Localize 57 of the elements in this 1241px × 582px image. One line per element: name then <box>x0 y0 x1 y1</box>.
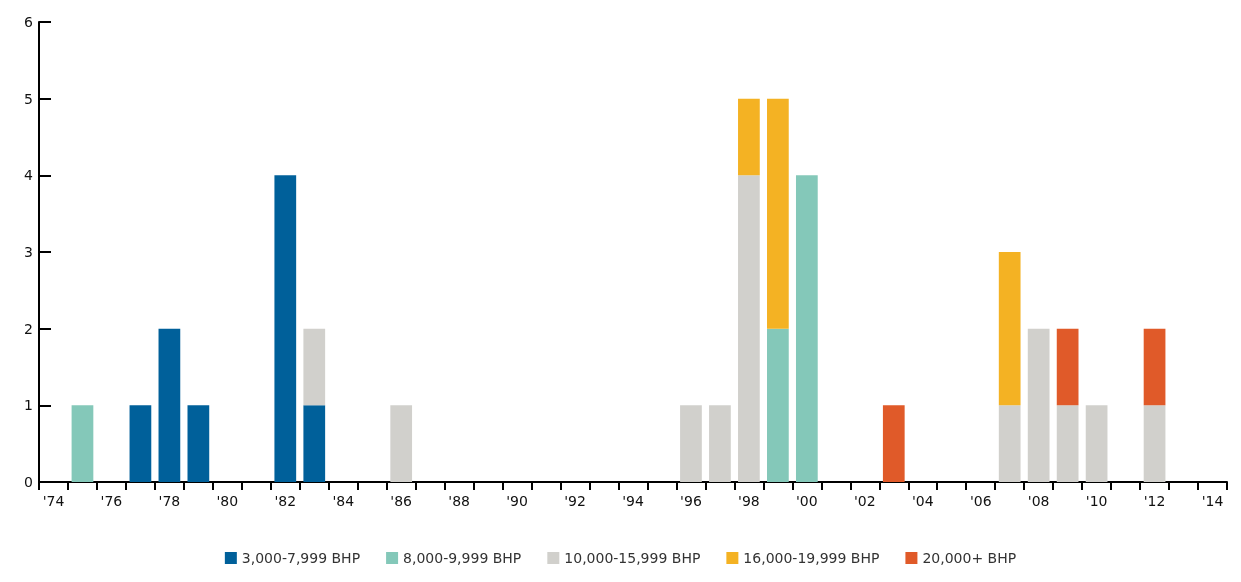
y-tick-label: 4 <box>24 167 34 184</box>
x-tick-label: '76 <box>100 493 123 509</box>
bar <box>303 328 326 406</box>
x-tick-label: '78 <box>158 493 181 509</box>
bar <box>767 328 789 482</box>
x-tick-label: '92 <box>564 493 586 509</box>
x-tick-label: '00 <box>796 493 818 509</box>
x-tick-label: '90 <box>506 493 528 509</box>
x-tick-label: '96 <box>680 493 702 509</box>
x-tick-label: '14 <box>1201 493 1224 509</box>
x-tick-label: '84 <box>332 493 355 509</box>
x-tick-label: '74 <box>42 493 65 509</box>
bar <box>998 405 1021 482</box>
x-tick-label: '94 <box>622 493 644 509</box>
bar <box>738 175 760 482</box>
bar <box>71 405 94 482</box>
y-tick-label: 5 <box>24 90 33 107</box>
x-tick-label: '02 <box>853 493 876 509</box>
y-tick-label: 1 <box>24 397 33 414</box>
y-tick-label: 3 <box>24 244 33 260</box>
bar <box>998 252 1021 406</box>
x-tick-label: '98 <box>738 493 760 509</box>
x-tick-label: '12 <box>1143 493 1166 509</box>
bar <box>767 98 789 329</box>
legend-label: 16,000-19,999 BHP <box>743 550 880 566</box>
bar <box>738 98 760 176</box>
bar <box>1056 405 1079 482</box>
y-tick-label: 0 <box>24 474 33 490</box>
legend-label: 3,000-7,999 BHP <box>241 550 361 566</box>
bar <box>129 405 152 482</box>
bar <box>680 405 702 482</box>
bar <box>187 405 210 482</box>
bar <box>1143 328 1166 406</box>
bar <box>274 175 297 482</box>
bar <box>795 175 818 482</box>
bar <box>1056 328 1079 406</box>
bar <box>1085 405 1108 482</box>
x-tick-label: '08 <box>1027 493 1050 509</box>
bar <box>1143 405 1166 482</box>
bar <box>882 405 905 482</box>
x-tick-label: '82 <box>274 493 297 509</box>
y-tick-label: 6 <box>24 14 34 30</box>
x-tick-label: '06 <box>969 493 992 509</box>
legend-label: 10,000-15,999 BHP <box>564 550 701 566</box>
bar <box>158 328 181 482</box>
bar <box>390 405 413 482</box>
x-tick-label: '86 <box>390 493 413 509</box>
y-tick-label: 2 <box>24 320 33 337</box>
x-tick-label: '88 <box>448 493 470 509</box>
bar <box>709 405 731 482</box>
legend-label: 20,000+ BHP <box>922 550 1017 566</box>
x-tick-label: '80 <box>216 493 239 509</box>
legend-label: 8,000-9,999 BHP <box>403 550 522 566</box>
x-tick-label: '04 <box>911 493 934 509</box>
x-tick-label: '10 <box>1085 493 1108 509</box>
bar <box>1027 328 1050 482</box>
bar <box>303 405 326 482</box>
